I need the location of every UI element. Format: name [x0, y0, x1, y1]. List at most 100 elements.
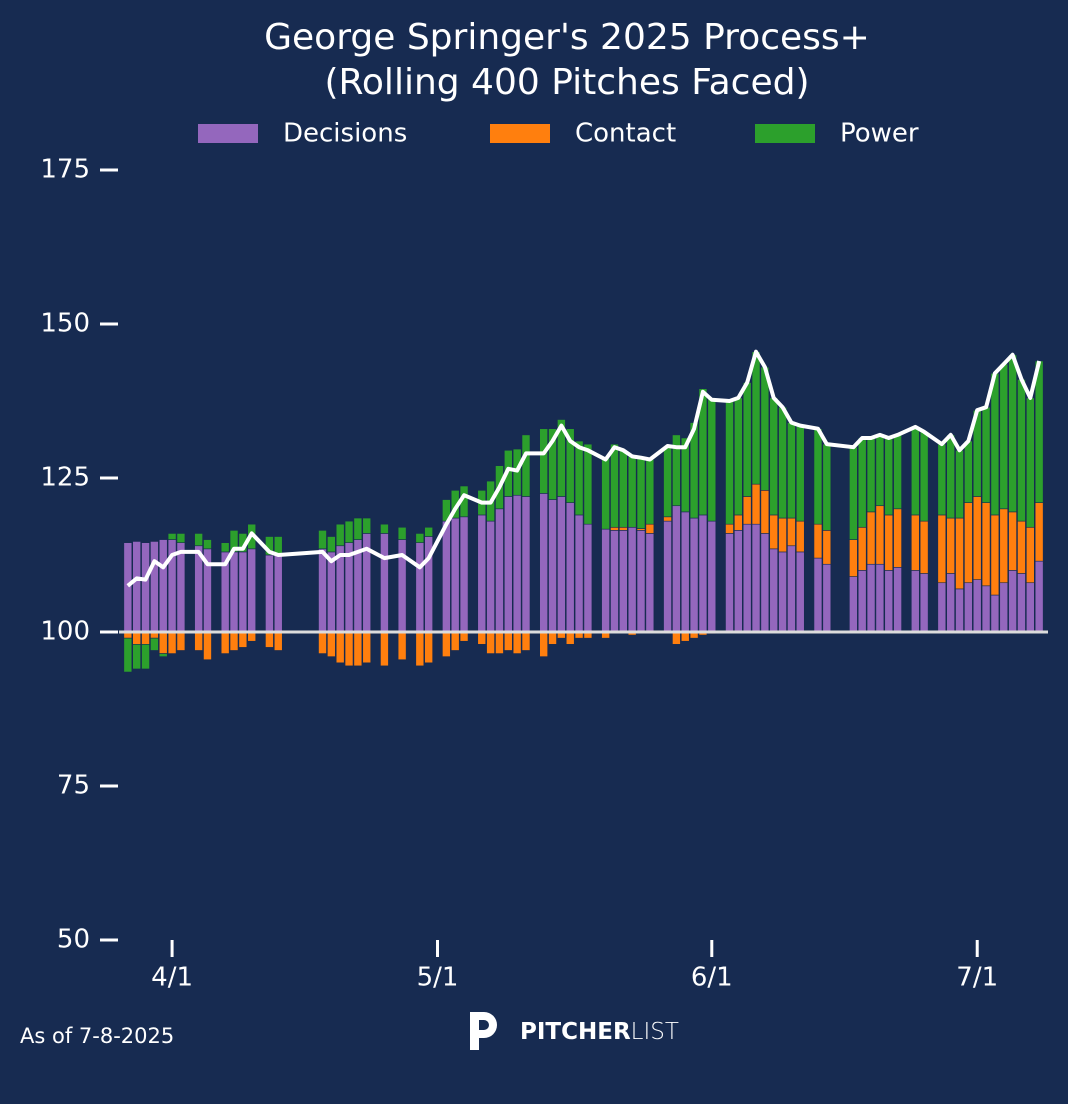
bar-segment	[158, 653, 168, 657]
bar-segment	[344, 520, 354, 543]
bar-segment	[990, 514, 1000, 596]
bar-segment	[548, 631, 557, 645]
bar-segment	[910, 570, 920, 633]
bar-segment	[680, 511, 690, 633]
bar-segment	[247, 548, 257, 633]
bar-segment	[981, 502, 991, 587]
bar-segment	[141, 631, 150, 645]
bar-segment	[548, 499, 557, 633]
bar-segment	[769, 548, 779, 633]
bar-segment	[689, 517, 699, 633]
bar-segment	[229, 631, 239, 651]
bar-segment	[380, 523, 389, 534]
bar-segment	[1017, 573, 1026, 633]
bar-segment	[601, 528, 610, 633]
bar-segment	[583, 443, 593, 525]
bar-segment	[565, 631, 575, 645]
bar-segment	[158, 539, 168, 633]
bar-segment	[672, 505, 681, 633]
bar-segment	[937, 514, 947, 584]
bar-segment	[751, 523, 761, 633]
bar-segment	[964, 502, 973, 584]
bar-segment	[362, 631, 372, 664]
bar-segment	[778, 551, 787, 633]
bar-segment	[123, 542, 133, 633]
bar-segment	[477, 514, 487, 633]
bar-segment	[946, 573, 955, 633]
bar-segment	[1034, 502, 1044, 562]
bar-segment	[176, 542, 186, 633]
bar-segment	[787, 422, 796, 519]
bar-segment	[751, 483, 761, 525]
bar-segment	[937, 443, 947, 516]
bar-segment	[795, 520, 805, 553]
bar-segment	[910, 514, 920, 571]
legend-label: Contact	[575, 119, 676, 149]
bar-segment	[813, 428, 823, 525]
bar-segment	[964, 582, 973, 633]
bar-segment	[415, 631, 425, 667]
bar-segment	[866, 437, 876, 513]
bar-segment	[725, 400, 734, 525]
logo-light: LIST	[631, 1019, 679, 1045]
bar-segment	[981, 406, 991, 503]
bar-segment	[822, 530, 832, 565]
bar-segment	[273, 631, 283, 651]
bar-segment	[203, 539, 212, 550]
bar-segment	[910, 426, 920, 516]
logo-text: PITCHERLIST	[520, 1019, 679, 1045]
legend-label: Power	[840, 119, 919, 149]
bar-segment	[380, 533, 389, 633]
bar-segment	[353, 517, 363, 540]
bar-segment	[362, 517, 372, 534]
legend-swatch	[755, 124, 815, 143]
bar-segment	[964, 440, 973, 503]
bar-segment	[503, 631, 513, 651]
bar-segment	[265, 631, 274, 648]
bar-segment	[397, 526, 407, 540]
bar-segment	[1017, 520, 1026, 574]
bars	[123, 351, 1044, 673]
bar-segment	[645, 523, 655, 534]
bar-segment	[663, 445, 672, 518]
bar-segment	[220, 542, 230, 553]
bar-segment	[707, 397, 717, 522]
bar-segment	[849, 446, 858, 540]
bar-segment	[645, 533, 655, 633]
x-tick-label: 5/1	[417, 963, 459, 993]
bar-segment	[778, 406, 787, 519]
bar-segment	[459, 516, 469, 633]
bar-segment	[583, 523, 593, 633]
bar-segment	[141, 542, 150, 633]
bar-segment	[327, 551, 336, 633]
bar-segment	[380, 631, 389, 667]
bar-segment	[238, 631, 248, 648]
bar-segment	[327, 631, 336, 657]
bar-segment	[158, 631, 168, 654]
bar-segment	[265, 554, 274, 633]
bar-segment	[539, 428, 548, 494]
bar-segment	[742, 382, 752, 497]
bar-segment	[167, 631, 177, 654]
bar-segment	[672, 631, 681, 645]
bar-segment	[450, 631, 460, 651]
bar-segment	[503, 496, 513, 633]
bar-segment	[1017, 379, 1026, 522]
bar-segment	[813, 557, 823, 633]
legend: Decisions Contact Power	[198, 119, 919, 149]
bar-segment	[955, 517, 964, 590]
bar-segment	[769, 397, 779, 516]
bar-segment	[1034, 360, 1044, 503]
legend-swatch	[198, 124, 258, 143]
bar-segment	[565, 502, 575, 633]
bar-segment	[919, 573, 929, 633]
bar-segment	[318, 548, 327, 633]
bar-segment	[150, 541, 159, 633]
bar-segment	[565, 428, 575, 503]
y-tick-label: 75	[57, 771, 90, 801]
bar-segment	[442, 631, 451, 657]
bar-segment	[610, 530, 619, 633]
bar-segment	[698, 388, 708, 516]
bar-segment	[548, 428, 557, 500]
